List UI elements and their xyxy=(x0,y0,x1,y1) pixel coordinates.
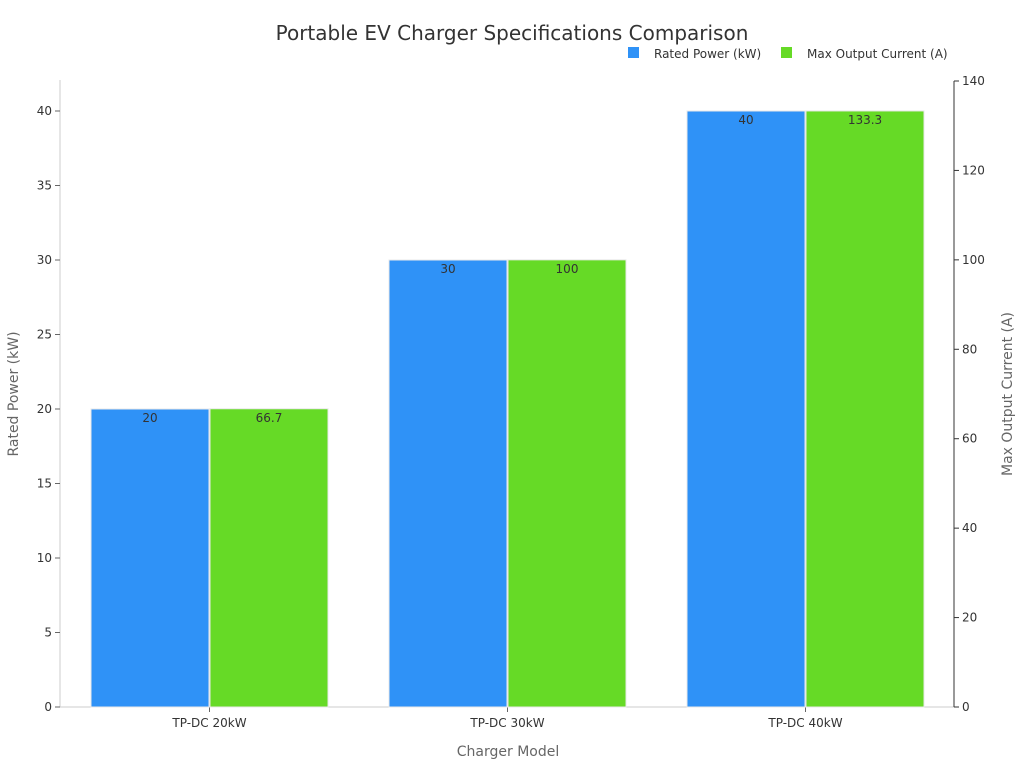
bar-value-label: 20 xyxy=(142,411,157,425)
axes: 0 5 10 15 20 25 30 35 40 0 20 40 60 80 100 120 140 TP-DC … xyxy=(37,74,985,730)
x-axis-label: Charger Model xyxy=(457,744,559,760)
bars: 20 66.7 30 100 40 133.3 xyxy=(90,110,925,708)
bar-max-current xyxy=(805,110,925,708)
y-tick-label: 35 xyxy=(37,179,52,193)
bar-value-label: 133.3 xyxy=(848,113,882,127)
bar-value-label: 30 xyxy=(440,262,455,276)
y-tick-label: 20 xyxy=(37,402,52,416)
bar-value-label: 40 xyxy=(738,113,753,127)
bar-rated-power xyxy=(686,110,806,708)
y2-tick-label: 0 xyxy=(962,700,970,714)
y-tick-label: 0 xyxy=(44,700,52,714)
chart-title: Portable EV Charger Specifications Compa… xyxy=(276,21,749,45)
legend-label: Max Output Current (A) xyxy=(807,47,948,61)
y2-tick-label: 40 xyxy=(962,521,977,535)
x-tick-label: TP-DC 30kW xyxy=(469,716,544,730)
legend-label: Rated Power (kW) xyxy=(654,47,761,61)
y-tick-label: 25 xyxy=(37,328,52,342)
bar-max-current xyxy=(209,408,329,708)
bar-rated-power xyxy=(90,408,210,708)
y-tick-label: 5 xyxy=(44,626,52,640)
x-tick-label: TP-DC 20kW xyxy=(171,716,246,730)
legend-swatch xyxy=(781,47,792,58)
y2-tick-label: 120 xyxy=(962,163,985,177)
bar-rated-power xyxy=(388,259,508,708)
y2-tick-label: 60 xyxy=(962,432,977,446)
y2-tick-label: 100 xyxy=(962,253,985,267)
y-tick-label: 15 xyxy=(37,477,52,491)
bar-max-current xyxy=(507,259,627,708)
y-tick-label: 10 xyxy=(37,551,52,565)
y-tick-label: 30 xyxy=(37,253,52,267)
legend: Rated Power (kW) Max Output Current (A) xyxy=(628,47,948,61)
bar-value-label: 100 xyxy=(556,262,579,276)
bar-value-label: 66.7 xyxy=(256,411,283,425)
y-axis-label: Rated Power (kW) xyxy=(6,331,22,456)
x-tick-label: TP-DC 40kW xyxy=(767,716,842,730)
y2-axis-label: Max Output Current (A) xyxy=(1000,312,1016,476)
y2-tick-label: 140 xyxy=(962,74,985,88)
y-tick-label: 40 xyxy=(37,104,52,118)
y2-tick-label: 80 xyxy=(962,342,977,356)
y2-tick-label: 20 xyxy=(962,611,977,625)
legend-swatch xyxy=(628,47,639,58)
